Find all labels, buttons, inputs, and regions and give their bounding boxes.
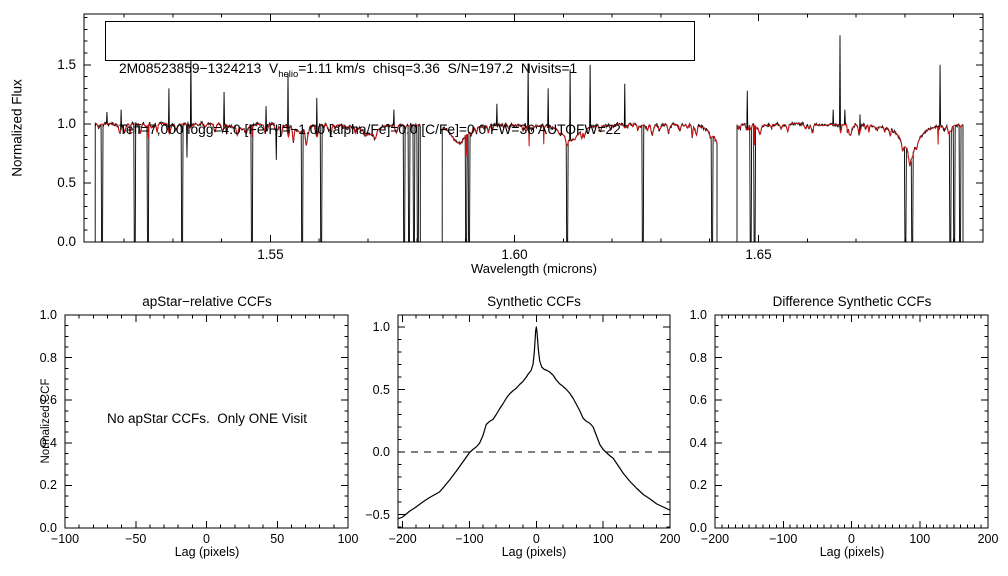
difference-ccf-panel	[714, 314, 989, 529]
spectrum-panel	[83, 13, 984, 243]
synthetic-ccf-panel	[397, 314, 671, 529]
observed-spectrum-line	[84, 35, 983, 243]
apstar-ccf-panel	[64, 314, 349, 529]
synthetic-model-line	[95, 122, 963, 167]
synthetic-ccf-curve	[397, 326, 671, 520]
